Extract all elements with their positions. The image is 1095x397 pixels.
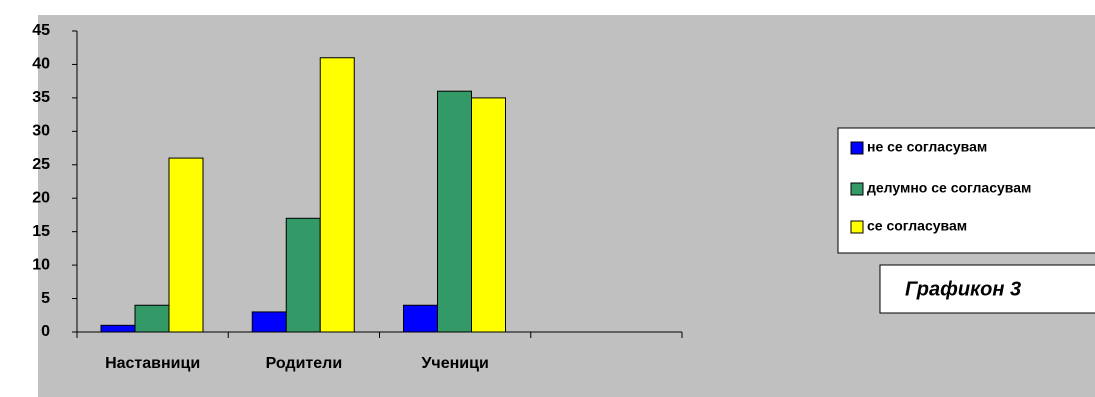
y-tick-label: 5 — [41, 290, 50, 307]
bar — [403, 304, 438, 333]
legend-swatch — [850, 220, 864, 234]
bar — [319, 57, 355, 333]
x-tick-label: Ученици — [421, 355, 488, 372]
y-tick-label: 10 — [32, 256, 50, 273]
legend-box — [837, 127, 1095, 254]
y-tick-label: 45 — [32, 22, 50, 39]
annotation: Графикон 3 — [905, 278, 1021, 300]
x-tick-label: Родители — [266, 355, 343, 372]
legend-label: се согласувам — [867, 218, 967, 234]
y-tick-label: 35 — [32, 89, 50, 106]
bar — [437, 90, 472, 333]
y-tick-label: 15 — [32, 223, 50, 240]
bar — [285, 217, 321, 333]
legend-swatch — [850, 182, 864, 196]
y-tick-label: 0 — [41, 323, 50, 340]
bar — [134, 304, 170, 333]
y-tick-label: 20 — [32, 189, 50, 206]
y-tick-label: 30 — [32, 123, 50, 140]
legend-label: делумно се согласувам — [867, 180, 1031, 196]
annotation-box — [879, 264, 1095, 314]
bar — [168, 157, 204, 333]
x-tick-label: Наставници — [105, 355, 200, 372]
bar — [471, 97, 506, 333]
bar — [100, 324, 136, 333]
bar — [251, 311, 287, 333]
legend-label: не се согласувам — [867, 139, 987, 155]
y-tick-label: 40 — [32, 56, 50, 73]
y-tick-label: 25 — [32, 156, 50, 173]
legend-swatch — [850, 141, 864, 155]
